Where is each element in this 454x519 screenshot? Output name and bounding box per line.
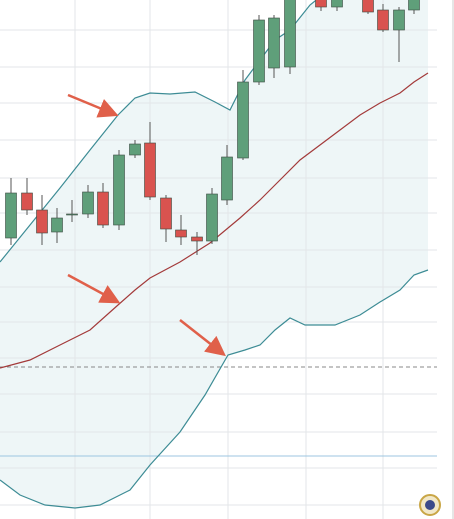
candle-body <box>5 192 17 239</box>
band-line <box>0 0 318 263</box>
candle-body <box>393 9 405 31</box>
candle-body <box>377 9 389 31</box>
candle-body <box>97 191 109 226</box>
candle-body <box>66 213 78 216</box>
arrow <box>67 93 119 118</box>
candle-body <box>175 229 187 238</box>
candle-body <box>21 192 33 211</box>
candle-body <box>237 81 249 159</box>
plot-area <box>0 0 437 519</box>
candle-body <box>221 156 233 201</box>
candle-body <box>113 154 125 226</box>
candle-body <box>160 197 172 230</box>
candle-body <box>82 191 94 215</box>
candle-body <box>36 209 48 234</box>
candle-body <box>191 236 203 242</box>
arrow <box>179 319 226 357</box>
arrow <box>67 273 121 304</box>
candle-body <box>129 143 141 156</box>
candle-body <box>268 17 280 69</box>
candle-body <box>331 0 343 8</box>
candle-body <box>362 0 374 13</box>
band-line <box>0 72 429 369</box>
band-line <box>0 269 429 509</box>
settings-icon[interactable] <box>419 494 441 516</box>
candle-body <box>144 142 156 198</box>
candle-body <box>206 193 218 242</box>
band-fill <box>0 0 428 508</box>
candle-body <box>315 0 327 8</box>
candle-body <box>408 0 420 11</box>
candle-body <box>51 217 63 233</box>
candle-body <box>284 0 296 68</box>
annotation-arrows <box>67 93 226 357</box>
candle-body <box>253 19 265 83</box>
